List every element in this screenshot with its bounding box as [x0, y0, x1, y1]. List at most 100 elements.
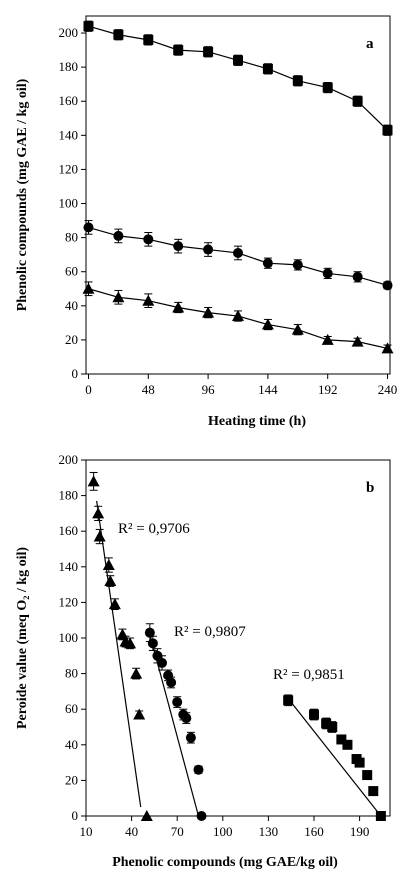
data-point-square	[203, 46, 214, 57]
y-tick-label: 20	[65, 332, 78, 347]
data-point-square	[233, 55, 243, 66]
y-tick-label: 160	[59, 93, 79, 108]
data-point-circle	[152, 650, 163, 661]
data-point-square	[113, 29, 124, 40]
y-tick-label: 160	[59, 523, 79, 538]
panel-a-x-label: Heating time (h)	[208, 414, 306, 429]
y-tick-label: 100	[59, 630, 79, 645]
panel-b-letter: b	[366, 480, 374, 496]
data-point-circle	[352, 271, 363, 282]
data-point-triangle	[102, 559, 115, 571]
data-point-triangle	[93, 530, 106, 542]
x-tick-label: 160	[304, 824, 324, 839]
x-tick-label: 190	[350, 824, 370, 839]
panel-b-y-axis: 0 20 40 60 80 100 120 140 160 180 200	[59, 452, 86, 823]
panel-b-series-triangle	[87, 471, 153, 821]
data-point-square	[322, 82, 333, 93]
data-point-triangle	[124, 637, 137, 649]
data-point-circle	[144, 627, 155, 638]
data-point-triangle	[130, 667, 143, 679]
data-point-square	[292, 75, 303, 86]
data-point-triangle	[261, 318, 274, 330]
x-tick-label: 130	[259, 824, 279, 839]
y-tick-label: 0	[72, 366, 79, 381]
data-point-square	[352, 96, 363, 107]
series-square-line	[88, 25, 388, 131]
x-tick-label: 0	[85, 382, 92, 397]
panel-b-series-circle	[144, 623, 207, 821]
panel-a-x-axis: 0 48 96 144 192 240	[85, 374, 397, 397]
data-point-circle	[382, 280, 393, 291]
panel-b-chart: 0 20 40 60 80 100 120 140 160 180 200 10 40 70 100 130…	[15, 452, 391, 870]
data-point-circle	[203, 244, 214, 255]
series-square-fit-line	[287, 698, 382, 817]
data-point-triangle	[142, 294, 155, 306]
data-point-square	[83, 21, 94, 32]
data-point-square	[327, 722, 338, 732]
data-point-circle	[193, 764, 204, 775]
panel-a-series-triangle	[82, 281, 394, 354]
y-tick-label: 80	[65, 666, 78, 681]
data-point-triangle	[351, 335, 364, 347]
y-tick-label: 140	[59, 559, 79, 574]
panel-a-plot-area	[82, 20, 394, 354]
data-point-circle	[113, 230, 124, 241]
panel-b-y-label: Peroide value (meq O₂ / kg oil)	[15, 547, 30, 729]
data-point-circle	[166, 677, 177, 688]
r2-label-square: R² = 0,9851	[273, 667, 345, 683]
y-tick-label: 200	[59, 452, 79, 467]
r2-label-triangle: R² = 0,9706	[118, 521, 190, 537]
y-tick-label: 120	[59, 161, 79, 176]
r2-label-circle: R² = 0,9807	[174, 624, 246, 640]
data-point-circle	[292, 259, 303, 270]
data-point-circle	[196, 811, 207, 821]
data-point-square	[342, 739, 353, 750]
data-point-square	[173, 45, 184, 56]
panel-b-plot-area	[87, 471, 386, 821]
data-point-square	[283, 695, 294, 706]
data-point-circle	[262, 258, 273, 269]
data-point-triangle	[202, 306, 215, 318]
x-tick-label: 70	[171, 824, 184, 839]
data-point-triangle	[232, 310, 244, 322]
y-tick-label: 20	[65, 772, 78, 787]
data-point-triangle	[133, 708, 146, 720]
panel-a-y-axis: 0 20 40 60 80 100 120 140 160 180 200	[59, 25, 86, 381]
data-point-triangle	[381, 342, 394, 354]
data-point-square	[309, 709, 319, 720]
y-tick-label: 180	[59, 488, 79, 503]
data-point-square	[143, 34, 154, 45]
data-point-circle	[143, 234, 154, 245]
x-tick-label: 96	[202, 382, 216, 397]
y-tick-label: 40	[65, 737, 78, 752]
data-point-triangle	[321, 333, 334, 345]
data-point-triangle	[104, 575, 117, 587]
x-tick-label: 240	[378, 382, 398, 397]
data-point-circle	[322, 268, 333, 279]
data-point-triangle	[140, 810, 153, 821]
data-point-triangle	[291, 323, 304, 335]
panel-b-x-axis: 10 40 70 100 130 160 190	[80, 816, 370, 839]
data-point-circle	[233, 247, 243, 258]
data-point-circle	[83, 222, 94, 233]
x-tick-label: 100	[213, 824, 233, 839]
data-point-triangle	[112, 291, 125, 303]
data-point-square	[262, 63, 273, 74]
y-tick-label: 60	[65, 701, 78, 716]
series-triangle-fit-line	[96, 500, 142, 808]
data-point-triangle	[108, 598, 121, 610]
x-tick-label: 10	[80, 824, 93, 839]
data-point-circle	[173, 241, 184, 252]
panel-b-x-label: Phenolic compounds (mg GAE/kg oil)	[112, 855, 338, 870]
data-point-square	[375, 811, 386, 821]
panel-a-letter: a	[366, 36, 374, 52]
data-point-square	[336, 734, 347, 745]
data-point-triangle	[82, 282, 95, 294]
data-point-square	[382, 125, 393, 136]
x-tick-label: 192	[318, 382, 338, 397]
panel-a-chart: 0 20 40 60 80 100 120 140 160 180 200 0 48 96 144 192 2…	[15, 15, 397, 429]
data-point-circle	[157, 657, 167, 668]
data-point-circle	[147, 638, 158, 649]
data-point-square	[354, 757, 365, 768]
y-tick-label: 80	[65, 230, 78, 245]
